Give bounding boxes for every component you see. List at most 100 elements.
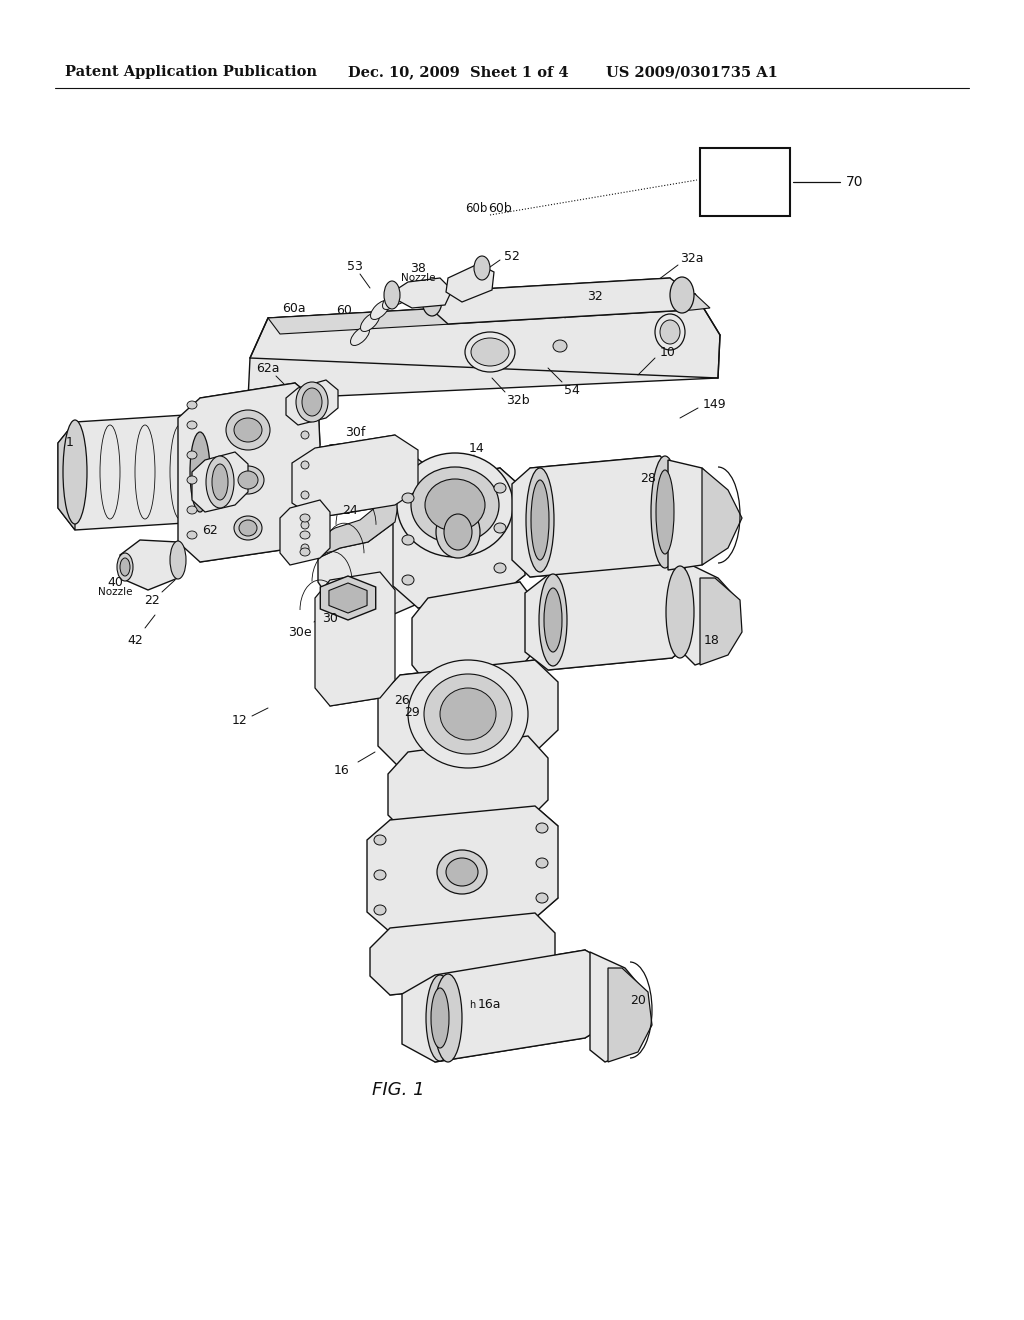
Ellipse shape [302,388,322,416]
Ellipse shape [383,290,401,309]
Polygon shape [321,576,376,620]
Text: 28: 28 [640,471,656,484]
Text: 14: 14 [469,441,485,454]
Text: 60a: 60a [283,301,306,314]
Ellipse shape [655,314,685,350]
Polygon shape [292,436,418,517]
Ellipse shape [234,516,262,540]
Text: Patent Application Publication: Patent Application Publication [65,65,317,79]
Ellipse shape [374,836,386,845]
Ellipse shape [212,465,228,500]
Polygon shape [280,500,330,565]
Ellipse shape [187,531,197,539]
Text: 24: 24 [342,503,357,516]
Ellipse shape [437,850,487,894]
Ellipse shape [536,858,548,869]
Polygon shape [58,422,75,531]
Text: Nozzle: Nozzle [97,587,132,597]
Ellipse shape [536,894,548,903]
Ellipse shape [360,313,380,331]
Text: 16a: 16a [478,998,502,1011]
Ellipse shape [536,822,548,833]
Ellipse shape [234,418,262,442]
Polygon shape [388,279,452,308]
Ellipse shape [446,858,478,886]
Ellipse shape [226,411,270,450]
Text: 32a: 32a [680,252,703,264]
Text: 53: 53 [347,260,362,272]
Polygon shape [430,279,690,323]
Ellipse shape [424,675,512,754]
Polygon shape [685,562,740,665]
Ellipse shape [553,341,567,352]
Ellipse shape [296,381,328,422]
Polygon shape [378,660,558,768]
Ellipse shape [440,688,496,741]
Ellipse shape [434,974,462,1063]
Ellipse shape [170,425,190,519]
Polygon shape [668,459,728,570]
Ellipse shape [425,479,485,531]
Ellipse shape [651,455,679,568]
Text: 70: 70 [846,176,864,189]
Text: 20: 20 [630,994,646,1006]
Polygon shape [193,451,248,512]
Text: Dec. 10, 2009  Sheet 1 of 4: Dec. 10, 2009 Sheet 1 of 4 [348,65,568,79]
Text: 32: 32 [587,289,603,302]
Polygon shape [120,540,178,590]
Text: 38: 38 [410,261,426,275]
Polygon shape [700,578,742,665]
Ellipse shape [426,975,454,1061]
Ellipse shape [120,558,130,576]
Ellipse shape [408,660,528,768]
Ellipse shape [494,523,506,533]
Polygon shape [388,737,548,836]
Polygon shape [268,294,710,334]
Ellipse shape [63,420,87,524]
Ellipse shape [238,471,258,488]
Text: 29: 29 [404,705,420,718]
Text: 18: 18 [705,634,720,647]
Ellipse shape [402,535,414,545]
Ellipse shape [301,432,309,440]
Polygon shape [702,469,742,565]
Text: 10: 10 [660,346,676,359]
Ellipse shape [65,425,85,519]
Polygon shape [402,950,618,1063]
Polygon shape [295,442,455,618]
Ellipse shape [350,326,370,346]
Ellipse shape [301,401,309,409]
Ellipse shape [300,531,310,539]
Ellipse shape [397,453,513,557]
Polygon shape [178,383,319,562]
Text: 60: 60 [336,304,352,317]
Ellipse shape [494,483,506,492]
Ellipse shape [187,421,197,429]
Ellipse shape [465,333,515,372]
Text: 54: 54 [564,384,580,396]
Text: 1: 1 [67,436,74,449]
Polygon shape [286,380,338,425]
Ellipse shape [170,541,186,579]
Ellipse shape [411,467,499,543]
Ellipse shape [444,513,472,550]
Ellipse shape [187,506,197,513]
Ellipse shape [544,587,562,652]
Ellipse shape [474,256,490,280]
Text: 30f: 30f [345,426,366,440]
Polygon shape [590,952,648,1063]
Text: 62a: 62a [256,362,280,375]
Text: 30e: 30e [288,626,312,639]
Text: 26: 26 [394,693,410,706]
Ellipse shape [471,338,509,366]
Ellipse shape [187,477,197,484]
Text: 60b: 60b [488,202,512,214]
Ellipse shape [300,548,310,556]
Ellipse shape [301,544,309,552]
Ellipse shape [431,987,449,1048]
Ellipse shape [206,455,234,508]
Ellipse shape [422,284,442,315]
Ellipse shape [392,285,412,305]
Polygon shape [512,455,678,577]
Text: 32b: 32b [506,393,529,407]
